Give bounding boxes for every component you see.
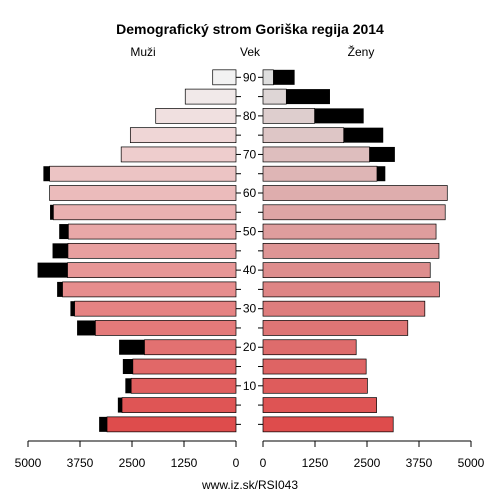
age-tick-label: 30 [243,302,257,316]
female-excess-bar [314,108,364,124]
male-bar [184,88,237,105]
female-excess-bar [343,127,384,143]
male-excess-bar [52,243,68,259]
female-bars [262,69,448,433]
age-tick-label: 70 [243,147,257,161]
age-axis: 10 20 30 40 50 60 70 80 90 [236,70,263,425]
male-bar [106,416,237,433]
female-bar [262,397,377,413]
male-bars [37,69,237,433]
x-tick-label-left: 5000 [15,456,42,470]
male-bar [155,108,237,124]
female-bar [262,88,287,105]
age-tick-label: 20 [243,340,257,354]
male-excess-bar [50,204,54,220]
chart-title: Demografický strom Goriška regija 2014 [116,21,384,37]
female-bar [262,358,367,375]
center-label: Vek [240,45,261,59]
age-tick-label: 80 [243,109,257,123]
male-excess-bar [122,359,133,375]
female-bar [262,69,274,86]
male-bar [62,281,237,298]
x-tick-label-left: 3750 [67,456,94,470]
female-bar [262,300,426,317]
male-excess-bar [125,378,132,394]
male-excess-bar [70,301,75,317]
male-bar [68,223,237,240]
x-tick-label-right: 5000 [458,456,485,470]
female-excess-bar [273,69,295,85]
age-tick-label: 40 [243,263,257,277]
male-bar [120,146,237,163]
x-tick-label-left: 2500 [119,456,146,470]
x-tick-label-left: 0 [233,456,240,470]
female-bar [262,204,446,221]
female-excess-bar [376,166,386,182]
x-tick-label-left: 1250 [171,456,198,470]
female-bar [262,377,368,394]
female-bar [262,262,431,278]
x-axis-left: 5000 3750 2500 1250 0 [15,440,240,470]
age-tick-label: 10 [243,379,257,393]
female-excess-bar [286,89,330,105]
female-bar [262,108,315,124]
right-label: Ženy [348,44,375,59]
left-label: Muži [130,45,155,59]
male-bar [121,397,237,413]
male-bar [67,242,237,259]
male-excess-bar [59,224,69,240]
male-excess-bar [37,262,68,278]
male-excess-bar [119,339,145,355]
male-excess-bar [77,320,96,336]
male-bar [144,339,237,356]
female-bar [262,416,394,433]
x-tick-label-right: 1250 [302,456,329,470]
male-bar [95,320,237,336]
male-excess-bar [117,397,123,413]
age-tick-label: 60 [243,186,257,200]
female-bar [262,339,357,356]
female-excess-bar [369,146,395,162]
age-tick-label: 90 [243,70,257,84]
male-bar [130,377,237,394]
footer-source: www.iz.sk/RSI043 [201,478,298,492]
x-tick-label-right: 3750 [406,456,433,470]
male-bar [212,69,237,86]
x-tick-label-right: 2500 [354,456,381,470]
x-axis-right: 0 1250 2500 3750 5000 [260,440,485,470]
male-excess-bar [43,166,50,182]
male-bar [53,204,237,221]
female-bar [262,146,370,163]
female-bar [262,165,378,182]
x-tick-label-right: 0 [260,456,267,470]
female-bar [262,281,440,298]
male-bar [49,185,237,201]
female-bar [262,185,448,201]
male-bar [132,358,237,375]
age-tick-label: 50 [243,225,257,239]
male-excess-bar [99,416,108,432]
male-excess-bar [57,281,63,297]
female-bar [262,127,345,144]
male-bar [67,262,237,278]
male-bar [49,165,237,182]
female-bar [262,320,409,336]
female-bar [262,223,437,240]
female-bar [262,242,440,259]
male-bar [74,300,237,317]
male-bar [129,127,237,144]
